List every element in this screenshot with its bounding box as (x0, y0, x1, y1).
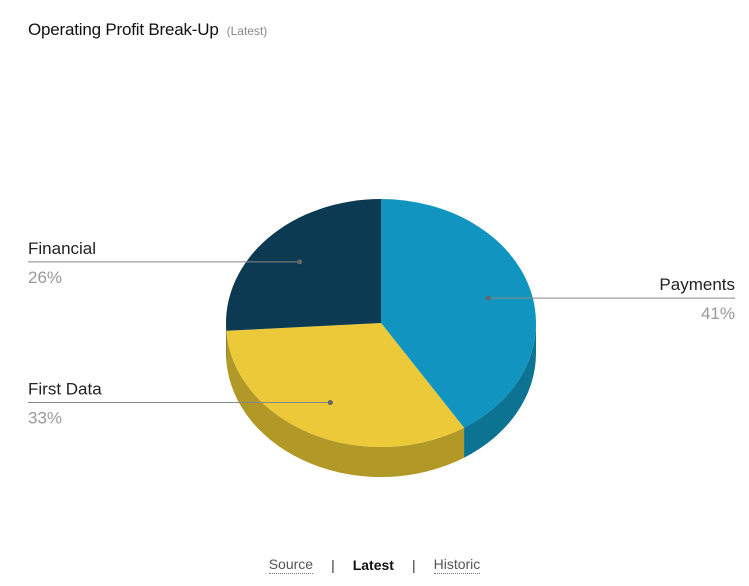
pie-side-first-data (226, 330, 465, 477)
leader-dot-financial (297, 259, 303, 265)
slice-value-payments: 41% (701, 304, 735, 323)
pie-leaders: Payments 41% First Data 33% Financial 26% (28, 239, 735, 428)
pie-slice-financial[interactable] (226, 199, 381, 331)
slice-value-financial: 26% (28, 268, 62, 287)
footer-separator: | (331, 557, 335, 573)
pie-side-payments (464, 323, 536, 458)
pie-tops (226, 199, 536, 448)
slice-label-first-data: First Data (28, 380, 102, 399)
slice-value-first-data: 33% (28, 409, 62, 428)
historic-link[interactable]: Historic (433, 556, 481, 574)
leader-dot-payments (485, 295, 491, 301)
latest-link[interactable]: Latest (352, 556, 394, 573)
chart-title: Operating Profit Break-Up (28, 20, 219, 39)
pie-chart: Payments 41% First Data 33% Financial 26% (28, 199, 735, 477)
slice-label-payments: Payments (659, 275, 735, 294)
pie-sides (226, 323, 536, 477)
source-link[interactable]: Source (268, 556, 314, 574)
chart-subtitle: (Latest) (226, 24, 268, 38)
footer-separator: | (411, 557, 416, 573)
footer-nav: Source | Latest | Historic (0, 556, 749, 574)
slice-label-financial: Financial (28, 239, 96, 258)
chart-header: Operating Profit Break-Up (Latest) (28, 20, 267, 40)
pie-slice-first-data[interactable] (226, 323, 465, 448)
leader-dot-first-data (327, 400, 333, 406)
pie-slice-payments[interactable] (381, 199, 536, 428)
